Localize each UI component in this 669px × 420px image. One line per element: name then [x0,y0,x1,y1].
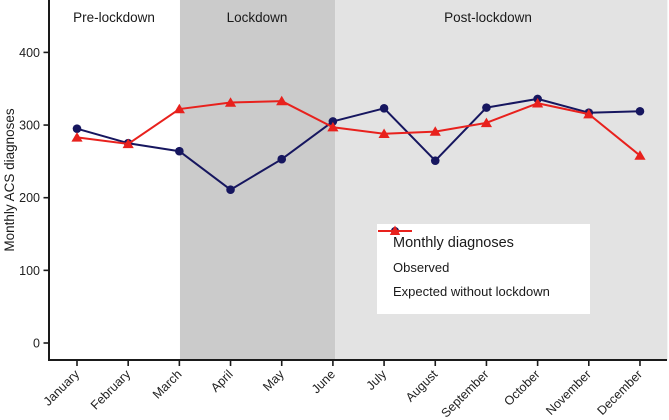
band-label-post-lockdown: Post-lockdown [444,10,532,25]
legend: Monthly diagnoses Observed Expected with… [377,224,590,314]
legend-label-expected: Expected without lockdown [393,284,550,299]
observed-line [76,97,641,191]
observed-point-january [72,124,82,133]
legend-item-observed: Observed [378,227,576,275]
observed-point-may [277,154,287,164]
y-tick-label: 200 [19,191,40,205]
x-tick-label-may: May [260,367,287,394]
band-lockdown [179,0,336,360]
expected-without-lockdown-point-september [480,117,493,128]
observed-point-december [635,106,645,116]
expected-without-lockdown-point-august [429,126,441,136]
expected-without-lockdown-point-april [224,97,237,107]
expected-without-lockdown-point-january [71,132,83,142]
y-tick-label: 100 [19,264,40,278]
y-axis-title: Monthly ACS diagnoses [2,108,17,252]
observed-point-march [175,146,184,156]
expected-without-lockdown-line [76,100,641,157]
expected-without-lockdown-point-march [173,103,185,114]
band-label-lockdown: Lockdown [227,10,288,25]
expected-without-lockdown-point-november [583,108,595,119]
observed-point-august [430,156,440,165]
expected-without-lockdown-point-july [378,128,390,138]
band-pre-lockdown [48,0,180,360]
observed-point-july [379,104,389,113]
observed-point-june [328,117,338,126]
expected-without-lockdown-point-december [634,150,646,160]
legend-title: Monthly diagnoses [393,235,514,251]
x-tick-label-october: October [501,367,542,408]
x-tick-label-september: September [438,367,491,420]
legend-label-observed: Observed [393,260,450,275]
x-tick-label-january: January [41,367,83,409]
y-tick-label: 0 [33,337,40,351]
band-label-pre-lockdown: Pre-lockdown [73,10,155,25]
x-tick-label-december: December [594,367,645,418]
x-tick-label-july: July [364,367,390,393]
expected-without-lockdown-point-june [327,121,339,132]
x-tick-label-november: November [543,367,594,418]
expected-without-lockdown-point-october [532,97,544,108]
legend-item-expected: Expected without lockdown [378,225,576,299]
x-tick-label-june: June [309,367,338,396]
y-tick-label: 300 [19,119,40,133]
observed-point-april [226,185,235,195]
expected-line-swatch-icon [378,225,412,235]
x-tick-label-august: August [403,367,441,405]
x-tick-label-february: February [88,367,134,413]
x-tick-label-april: April [208,367,236,395]
y-tick-label: 400 [19,46,40,60]
expected-without-lockdown-point-may [276,95,288,106]
observed-point-september [482,103,491,112]
x-tick-label-march: March [150,367,184,401]
expected-without-lockdown-point-february [122,138,134,149]
